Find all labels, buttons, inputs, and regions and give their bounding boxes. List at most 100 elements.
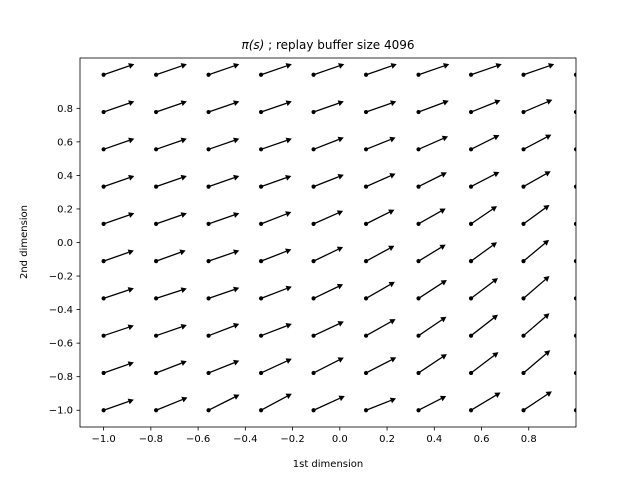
arrow — [468, 352, 499, 376]
y-tick: 0.6 — [57, 137, 80, 148]
arrow — [311, 283, 344, 301]
y-tick: −0.4 — [49, 305, 80, 316]
y-tick: −0.6 — [49, 339, 80, 350]
arrow — [573, 147, 576, 152]
arrow — [521, 171, 551, 189]
arrow — [468, 171, 500, 189]
arrow — [258, 393, 292, 413]
chart-title-rest: ; replay buffer size 4096 — [264, 38, 414, 52]
arrow — [101, 361, 134, 376]
arrow — [363, 357, 397, 376]
arrow — [206, 359, 240, 376]
arrow — [416, 395, 447, 413]
x-tick: −0.4 — [233, 427, 257, 445]
arrow — [101, 100, 135, 115]
arrow — [363, 100, 397, 115]
arrow — [206, 323, 240, 338]
x-tick-label: 0.4 — [426, 434, 442, 445]
x-tick: 0.8 — [521, 427, 537, 445]
arrow — [311, 100, 344, 115]
arrow — [416, 316, 447, 338]
arrow — [363, 319, 396, 338]
arrow — [258, 211, 292, 226]
arrow — [521, 63, 555, 77]
arrow — [101, 324, 134, 338]
arrow — [468, 278, 498, 301]
arrow — [311, 246, 344, 264]
arrow — [258, 358, 292, 376]
arrow — [101, 287, 134, 301]
arrow — [468, 242, 498, 264]
x-tick-label: 0.0 — [332, 434, 348, 445]
arrow — [521, 313, 550, 338]
y-tick: 0.8 — [57, 104, 80, 115]
x-tick: 0.0 — [332, 427, 348, 445]
y-axis-label: 2nd dimension — [19, 205, 30, 279]
x-axis-ticks: −1.0 −0.8 −0.6 −0.4 −0.2 0.0 0.2 0.4 0.6 0.8 — [91, 427, 537, 445]
arrow — [468, 314, 498, 338]
arrow — [521, 134, 552, 152]
arrow — [101, 249, 134, 264]
arrow — [154, 324, 187, 338]
arrow — [468, 99, 501, 115]
arrow — [468, 206, 498, 226]
arrow — [206, 137, 240, 152]
arrow — [206, 212, 240, 226]
arrow — [311, 173, 344, 189]
plot-frame — [79, 57, 577, 428]
arrow — [573, 296, 576, 301]
arrow — [154, 249, 186, 264]
x-tick-label: 0.8 — [521, 434, 537, 445]
arrow — [154, 396, 188, 413]
arrow — [363, 209, 395, 226]
x-tick-label: 0.6 — [474, 434, 490, 445]
x-axis-label: 1st dimension — [293, 459, 363, 470]
arrow — [311, 63, 345, 77]
y-tick-label: −0.8 — [49, 372, 73, 383]
chart-title-math: π(s) — [241, 38, 264, 52]
arrow — [101, 63, 135, 77]
arrow — [206, 286, 240, 301]
arrow — [573, 221, 576, 226]
arrow — [154, 287, 187, 301]
arrow — [521, 239, 550, 264]
y-tick-label: 0.4 — [57, 171, 73, 182]
y-tick-label: 0.6 — [57, 137, 73, 148]
arrow — [521, 275, 550, 301]
arrow — [363, 245, 395, 264]
arrow — [206, 394, 240, 413]
chart-title: π(s) ; replay buffer size 4096 — [241, 38, 414, 52]
x-tick-label: −0.6 — [186, 434, 210, 445]
arrow — [573, 333, 576, 338]
arrow — [363, 397, 397, 413]
arrow — [154, 212, 187, 226]
y-tick: −1.0 — [49, 406, 80, 417]
arrow — [573, 184, 576, 189]
arrow — [311, 321, 344, 338]
x-tick-label: −0.4 — [233, 434, 257, 445]
x-tick: 0.6 — [474, 427, 490, 445]
x-tick: −0.8 — [139, 427, 163, 445]
x-tick-label: −0.2 — [280, 434, 304, 445]
y-tick-label: −0.2 — [49, 272, 73, 283]
arrow — [311, 210, 344, 226]
arrow — [101, 212, 135, 226]
arrow — [416, 244, 446, 264]
arrow — [154, 63, 187, 77]
arrow — [573, 109, 576, 115]
arrow — [154, 100, 187, 115]
x-tick: −1.0 — [91, 427, 116, 445]
arrow — [206, 249, 240, 264]
x-tick: 0.2 — [379, 427, 395, 445]
y-tick: 0.0 — [57, 238, 80, 249]
arrow — [311, 136, 344, 152]
y-tick: 0.4 — [57, 171, 80, 182]
arrow — [416, 63, 450, 77]
y-tick-label: −0.6 — [49, 339, 73, 350]
y-tick-label: −0.4 — [49, 305, 73, 316]
arrow — [101, 398, 134, 413]
arrow — [521, 391, 552, 413]
arrow — [311, 357, 344, 376]
arrow — [416, 99, 449, 115]
